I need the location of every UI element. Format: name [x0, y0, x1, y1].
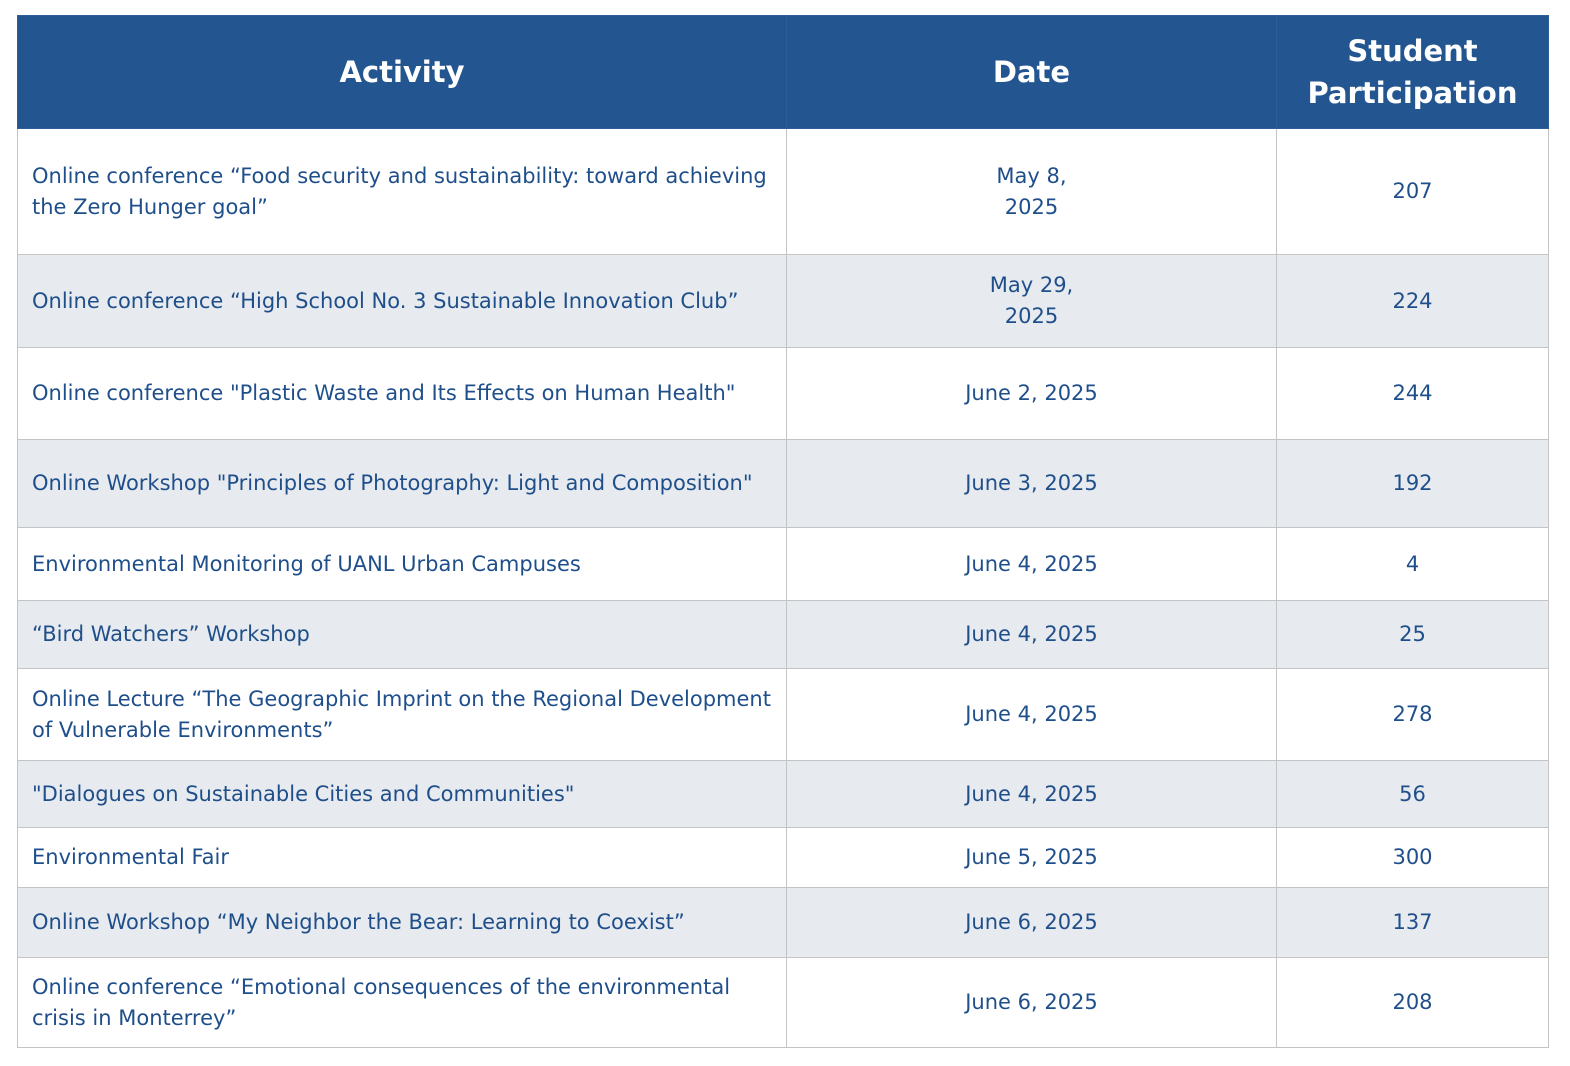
activity-cell: Environmental Monitoring of UANL Urban C… [17, 527, 787, 601]
cell-text: Environmental Monitoring of UANL Urban C… [32, 551, 581, 576]
date-cell: June 2, 2025 [786, 347, 1277, 440]
participation-cell: 278 [1276, 668, 1549, 761]
table-row: Online conference “High School No. 3 Sus… [17, 254, 1549, 348]
cell-text: 244 [1392, 381, 1433, 405]
cell-text: 137 [1392, 910, 1433, 934]
table-row: Online Lecture “The Geographic Imprint o… [17, 668, 1549, 761]
cell-text: June 5, 2025 [965, 845, 1098, 869]
activity-cell: Online conference “Food security and sus… [17, 128, 787, 255]
cell-text: 207 [1392, 179, 1433, 203]
activity-cell: Online conference "Plastic Waste and Its… [17, 347, 787, 440]
table-header: Activity Date Student Participation [17, 15, 1549, 129]
participation-cell: 208 [1276, 957, 1549, 1048]
cell-text: Online Workshop “My Neighbor the Bear: L… [32, 910, 685, 934]
cell-text: June 6, 2025 [965, 990, 1098, 1014]
date-cell: June 6, 2025 [786, 887, 1277, 958]
activity-cell: Online Lecture “The Geographic Imprint o… [17, 668, 787, 761]
date-cell: June 3, 2025 [786, 439, 1277, 528]
cell-text: June 6, 2025 [965, 910, 1098, 934]
cell-text: “Bird Watchers” Workshop [32, 622, 310, 646]
header-row: Activity Date Student Participation [17, 15, 1549, 129]
activity-cell: Environmental Fair [17, 827, 787, 888]
cell-text: Environmental Fair [32, 845, 229, 869]
date-cell: June 6, 2025 [786, 957, 1277, 1048]
date-cell: May 8, 2025 [786, 128, 1277, 255]
date-cell: June 4, 2025 [786, 760, 1277, 828]
header-cell: Date [786, 15, 1277, 129]
table-row: Online Workshop "Principles of Photograp… [17, 439, 1549, 528]
date-cell: June 4, 2025 [786, 527, 1277, 601]
activity-cell: "Dialogues on Sustainable Cities and Com… [17, 760, 787, 828]
cell-text: June 4, 2025 [965, 702, 1098, 726]
table-body: Online conference “Food security and sus… [17, 128, 1549, 1048]
activity-table: Activity Date Student Participation Onli… [17, 15, 1549, 1048]
participation-cell: 207 [1276, 128, 1549, 255]
table-row: Online conference “Food security and sus… [17, 128, 1549, 255]
participation-cell: 224 [1276, 254, 1549, 348]
table-row: Online Workshop “My Neighbor the Bear: L… [17, 887, 1549, 958]
cell-text: June 4, 2025 [965, 781, 1098, 806]
date-cell: June 5, 2025 [786, 827, 1277, 888]
table-row: "Dialogues on Sustainable Cities and Com… [17, 760, 1549, 828]
date-cell: May 29, 2025 [786, 254, 1277, 348]
header-cell: Student Participation [1276, 15, 1549, 129]
cell-text: Online Lecture “The Geographic Imprint o… [32, 686, 771, 742]
cell-text: 300 [1392, 845, 1433, 869]
cell-text: Online conference “Food security and sus… [32, 163, 767, 219]
cell-text: 4 [1405, 551, 1420, 576]
participation-cell: 300 [1276, 827, 1549, 888]
cell-text: May 29, 2025 [989, 273, 1074, 328]
activity-cell: Online conference “High School No. 3 Sus… [17, 254, 787, 348]
date-cell: June 4, 2025 [786, 600, 1277, 669]
participation-cell: 25 [1276, 600, 1549, 669]
participation-cell: 56 [1276, 760, 1549, 828]
cell-text: June 4, 2025 [965, 551, 1098, 576]
cell-text: 25 [1399, 622, 1426, 646]
table-row: “Bird Watchers” Workshop June 4, 2025 25 [17, 600, 1549, 669]
activity-cell: “Bird Watchers” Workshop [17, 600, 787, 669]
cell-text: Online conference “High School No. 3 Sus… [32, 288, 739, 313]
table-row: Environmental Fair June 5, 2025 300 [17, 827, 1549, 888]
table-row: Environmental Monitoring of UANL Urban C… [17, 527, 1549, 601]
cell-text: 224 [1392, 288, 1433, 313]
header-cell: Activity [17, 15, 787, 129]
table-row: Online conference "Plastic Waste and Its… [17, 347, 1549, 440]
date-cell: June 4, 2025 [786, 668, 1277, 761]
cell-text: May 8, 2025 [996, 163, 1067, 219]
table-row: Online conference “Emotional consequence… [17, 957, 1549, 1048]
cell-text: Online conference "Plastic Waste and Its… [32, 381, 736, 405]
cell-text: 192 [1392, 471, 1433, 495]
cell-text: 56 [1399, 781, 1426, 806]
participation-cell: 4 [1276, 527, 1549, 601]
cell-text: Online Workshop "Principles of Photograp… [32, 471, 753, 495]
participation-cell: 244 [1276, 347, 1549, 440]
cell-text: June 2, 2025 [965, 381, 1098, 405]
cell-text: "Dialogues on Sustainable Cities and Com… [32, 781, 575, 806]
cell-text: Online conference “Emotional consequence… [32, 974, 731, 1030]
cell-text: 278 [1392, 702, 1433, 726]
cell-text: 208 [1392, 990, 1433, 1014]
cell-text: June 4, 2025 [965, 622, 1098, 646]
participation-cell: 137 [1276, 887, 1549, 958]
activity-cell: Online Workshop “My Neighbor the Bear: L… [17, 887, 787, 958]
participation-cell: 192 [1276, 439, 1549, 528]
cell-text: June 3, 2025 [965, 471, 1098, 495]
activity-cell: Online conference “Emotional consequence… [17, 957, 787, 1048]
activity-cell: Online Workshop "Principles of Photograp… [17, 439, 787, 528]
